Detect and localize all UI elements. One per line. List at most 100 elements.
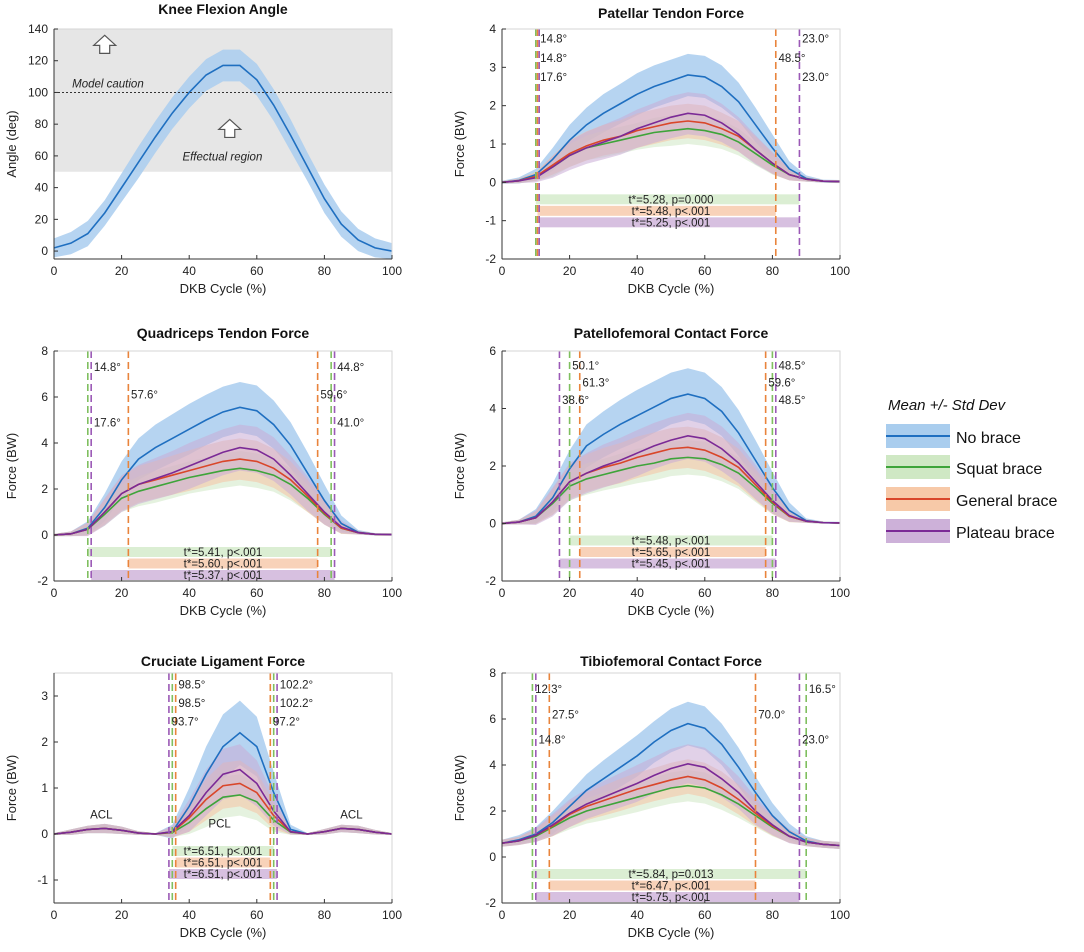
line-plateau-brace [502,434,840,525]
x-axis-label: DKB Cycle (%) [180,925,267,940]
plot-area [54,700,392,839]
angle-label: 14.8° [538,735,565,747]
arrow-up-icon [92,34,118,54]
x-axis-label: DKB Cycle (%) [180,281,267,296]
stat-label-plateau-brace: t*=6.51, p<.001 [184,869,263,881]
y-tick-label: 2 [489,804,496,818]
stat-band-squat-brace [87,547,332,557]
y-tick-label: 0 [489,517,496,531]
band-plateau-brace [502,412,840,525]
plot-area [54,29,392,259]
stat-label-squat-brace: t*=5.41, p<.001 [184,547,263,559]
legend-item-general-brace: General brace [886,487,1057,511]
legend-item-no-brace: No brace [886,424,1021,448]
y-tick-label: 4 [489,758,496,772]
angle-label: 70.0° [758,709,785,721]
y-tick-label: 2 [489,99,496,113]
angle-label: 61.3° [582,378,609,390]
angle-label: 48.5° [778,53,805,65]
arrow-up-icon [217,118,243,139]
stat-band-squat-brace [172,846,274,856]
chart-title: Patellar Tendon Force [598,5,744,21]
x-tick-label: 100 [382,908,402,922]
y-axis-label: Force (BW) [4,755,19,821]
y-tick-label: 80 [35,117,49,131]
stat-band-general-brace [537,205,776,216]
x-tick-label: 100 [830,908,850,922]
legend-label: Squat brace [956,461,1042,478]
stat-band-general-brace [549,880,756,891]
x-tick-label: 0 [51,586,58,600]
y-axis-label: Force (BW) [4,433,19,499]
angle-label: 93.7° [172,716,199,728]
stat-label-plateau-brace: t*=5.25, p<.001 [632,217,711,229]
band-no-brace [54,382,392,537]
x-tick-label: 80 [766,908,780,922]
y-axis-label: Force (BW) [452,111,467,177]
y-tick-label: 1 [489,137,496,151]
angle-label: 17.6° [540,72,567,84]
band-plateau-brace [54,744,392,838]
stat-label-squat-brace: t*=6.51, p<.001 [184,846,263,858]
x-tick-label: 60 [250,586,264,600]
y-tick-label: 1 [41,781,48,795]
band-general-brace [502,426,840,525]
angle-label: 59.6° [320,390,347,402]
x-tick-label: 40 [631,908,645,922]
x-tick-label: 40 [631,586,645,600]
y-tick-label: 6 [41,390,48,404]
stat-label-squat-brace: t*=5.48, p<.001 [632,536,711,548]
y-tick-label: -1 [37,873,48,887]
angle-label: 23.0° [802,72,829,84]
x-tick-label: 80 [766,264,780,278]
stat-band-plateau-brace [91,570,335,580]
x-axis-label: DKB Cycle (%) [628,925,715,940]
angle-label: 50.1° [572,360,599,372]
stat-band-plateau-brace [168,869,278,879]
y-tick-label: 140 [28,22,48,36]
y-tick-label: 0 [41,827,48,841]
plot-area [502,368,840,525]
angle-label: 59.6° [768,378,795,390]
angle-label: 23.0° [802,34,829,46]
angle-label: 97.2° [273,716,300,728]
x-tick-label: 40 [631,264,645,278]
x-tick-label: 60 [250,908,264,922]
y-tick-label: 40 [35,181,49,195]
stat-band-squat-brace [532,869,807,879]
stat-label-general-brace: t*=6.51, p<.001 [184,858,263,870]
line-no-brace [54,406,392,536]
x-tick-label: 80 [318,908,332,922]
stat-band-squat-brace [569,535,773,546]
angle-label: 16.5° [809,684,836,696]
x-tick-label: 0 [51,908,58,922]
y-tick-label: 0 [489,175,496,189]
x-tick-label: 0 [499,908,506,922]
y-tick-label: 2 [489,459,496,473]
line-no-brace [54,64,392,252]
angle-label: 98.5° [178,680,205,692]
y-tick-label: 0 [41,244,48,258]
angle-label: 102.2° [280,698,313,710]
y-tick-label: -2 [485,896,496,910]
x-axis-label: DKB Cycle (%) [628,281,715,296]
stat-label-general-brace: t*=5.48, p<.001 [632,206,711,218]
line-no-brace [502,722,840,847]
x-tick-label: 80 [766,586,780,600]
x-tick-label: 100 [382,586,402,600]
y-tick-label: -2 [485,574,496,588]
angle-label: 98.5° [178,698,205,710]
angle-label: 27.5° [552,709,579,721]
stat-label-plateau-brace: t*=5.45, p<.001 [632,559,711,571]
x-tick-label: 20 [563,586,577,600]
y-axis-label: Force (BW) [452,755,467,821]
x-axis-label: DKB Cycle (%) [180,603,267,618]
y-axis-label: Force (BW) [452,433,467,499]
stat-label-squat-brace: t*=5.28, p=0.000 [628,194,713,206]
model-caution-label: Model caution [72,79,144,91]
y-tick-label: 20 [35,212,49,226]
x-axis-label: DKB Cycle (%) [628,603,715,618]
y-tick-label: 8 [489,666,496,680]
